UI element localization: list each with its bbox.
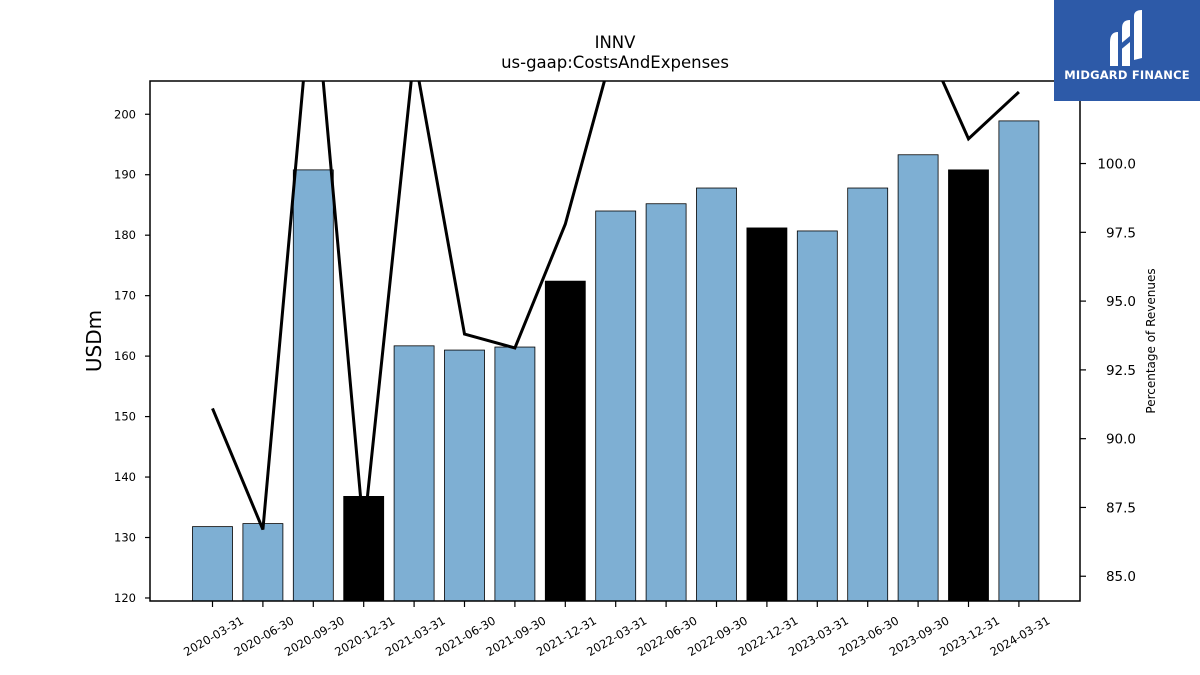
y-tick-label: 150: [114, 410, 136, 424]
y-tick-label: 190: [114, 168, 136, 182]
chart-title: INNV: [595, 33, 637, 52]
y-tick-label: 130: [114, 531, 136, 545]
left-axis-ticks: 120 130 140 150 160 170 180 190 200: [114, 107, 150, 605]
bar-2022-12-31: [746, 227, 788, 602]
y2-tick-label: 100.0: [1097, 157, 1136, 173]
bar-2021-03-31: [393, 345, 435, 602]
bar-2023-12-31: [948, 169, 989, 602]
logo-text: MIDGARD FINANCE: [1064, 68, 1190, 82]
logo: MIDGARD FINANCE: [1054, 0, 1200, 101]
bar-2023-06-30: [847, 187, 889, 602]
plot-frame: [149, 80, 1081, 602]
bar-2022-09-30: [696, 187, 737, 602]
y2-axis-label: Percentage of Revenues: [1144, 268, 1158, 413]
bar-2021-09-30: [494, 346, 536, 602]
y2-tick-label: 97.5: [1106, 225, 1136, 241]
y-tick-label: 160: [114, 349, 136, 363]
y-tick-label: 180: [114, 228, 136, 242]
y-tick-label: 170: [114, 289, 136, 303]
bar-2020-06-30: [242, 523, 284, 602]
bar-2023-09-30: [897, 154, 939, 602]
right-axis-ticks: 85.0 87.5 90.0 92.5 95.0 97.5 100.0: [1080, 157, 1136, 585]
y-tick-label: 120: [114, 591, 136, 605]
y2-tick-label: 90.0: [1106, 432, 1136, 448]
midgard-logo-icon: [1110, 10, 1142, 66]
x-axis-ticks: 2020-03-312020-06-302020-09-302020-12-31…: [181, 601, 1052, 659]
bar-2023-03-31: [796, 230, 838, 602]
chart-subtitle: us-gaap:CostsAndExpenses: [501, 53, 729, 72]
bar-2020-03-31: [192, 526, 233, 602]
y2-tick-label: 95.0: [1106, 294, 1136, 310]
bar-2022-03-31: [595, 210, 637, 602]
bar-2020-09-30: [292, 169, 334, 602]
y2-tick-label: 85.0: [1106, 569, 1136, 585]
y-tick-label: 140: [114, 470, 136, 484]
y-tick-label: 200: [114, 107, 136, 121]
y-axis-label: USDm: [82, 310, 106, 372]
bar-2021-12-31: [544, 280, 586, 602]
bar-2022-06-30: [645, 203, 687, 602]
y2-tick-label: 92.5: [1106, 363, 1136, 379]
bar-group: [192, 120, 1040, 602]
line-layer: [211, 81, 1020, 533]
bar-2021-06-30: [444, 349, 485, 602]
percentage-line: [211, 81, 1020, 533]
y2-tick-label: 87.5: [1106, 500, 1136, 516]
bar-2024-03-31: [998, 120, 1040, 602]
bar-2020-12-31: [343, 495, 385, 602]
